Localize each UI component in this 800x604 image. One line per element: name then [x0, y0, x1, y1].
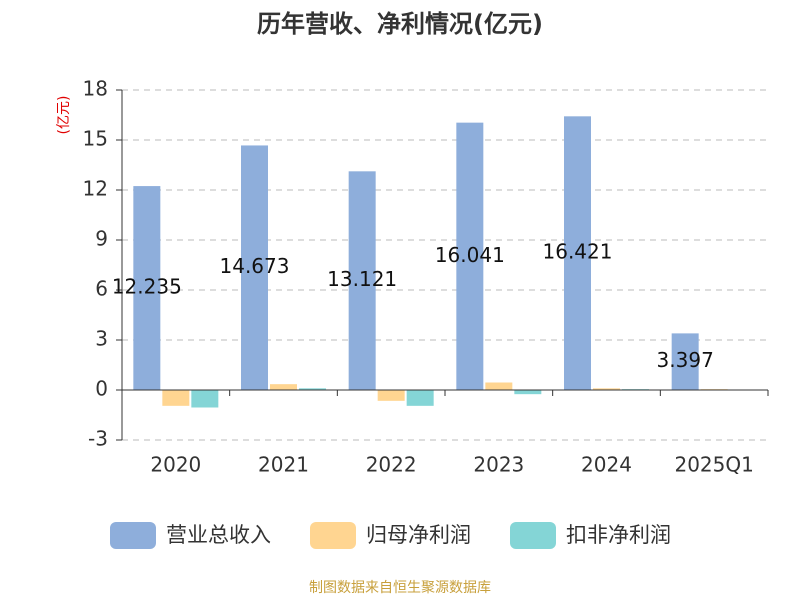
bar [162, 390, 190, 406]
x-tick-label: 2025Q1 [674, 453, 753, 477]
data-label: 16.041 [435, 243, 505, 267]
data-label: 13.121 [327, 267, 397, 291]
y-tick-label: 18 [83, 77, 108, 101]
bar [514, 390, 542, 395]
legend-label: 归母净利润 [366, 523, 471, 547]
y-tick-label: 0 [95, 377, 108, 401]
data-label: 12.235 [112, 275, 182, 299]
bar [191, 390, 219, 408]
y-tick-label: 3 [95, 327, 108, 351]
y-tick-label: 6 [95, 277, 108, 301]
x-tick-label: 2022 [366, 453, 417, 477]
x-tick-label: 2020 [150, 453, 201, 477]
bar [671, 333, 699, 390]
legend-swatch [310, 522, 356, 549]
y-tick-label: 12 [83, 177, 108, 201]
legend-swatch [510, 522, 556, 549]
y-tick-label: -3 [88, 427, 108, 451]
bar [133, 186, 161, 390]
y-tick-label: 15 [83, 127, 108, 151]
y-axis-label: (亿元) [56, 96, 72, 135]
bar [270, 384, 297, 390]
bar [406, 390, 434, 406]
bar [593, 388, 620, 390]
bar [564, 116, 591, 391]
x-tick-label: 2023 [473, 453, 524, 477]
legend-swatch [110, 522, 156, 549]
legend-label: 扣非净利润 [566, 523, 671, 547]
x-tick-label: 2024 [581, 453, 632, 477]
bar [456, 122, 484, 391]
bar [377, 390, 405, 401]
x-tick-label: 2021 [258, 453, 309, 477]
legend-label: 营业总收入 [166, 523, 271, 547]
bar [348, 171, 376, 390]
data-label: 3.397 [657, 348, 714, 372]
y-tick-label: 9 [95, 227, 108, 251]
source-note: 制图数据来自恒生聚源数据库 [309, 580, 491, 596]
bar [485, 382, 513, 390]
data-label: 14.673 [220, 254, 290, 278]
chart-title: 历年营收、净利情况(亿元) [257, 10, 543, 38]
bar [241, 145, 268, 390]
data-label: 16.421 [543, 240, 613, 264]
bar [299, 388, 326, 390]
